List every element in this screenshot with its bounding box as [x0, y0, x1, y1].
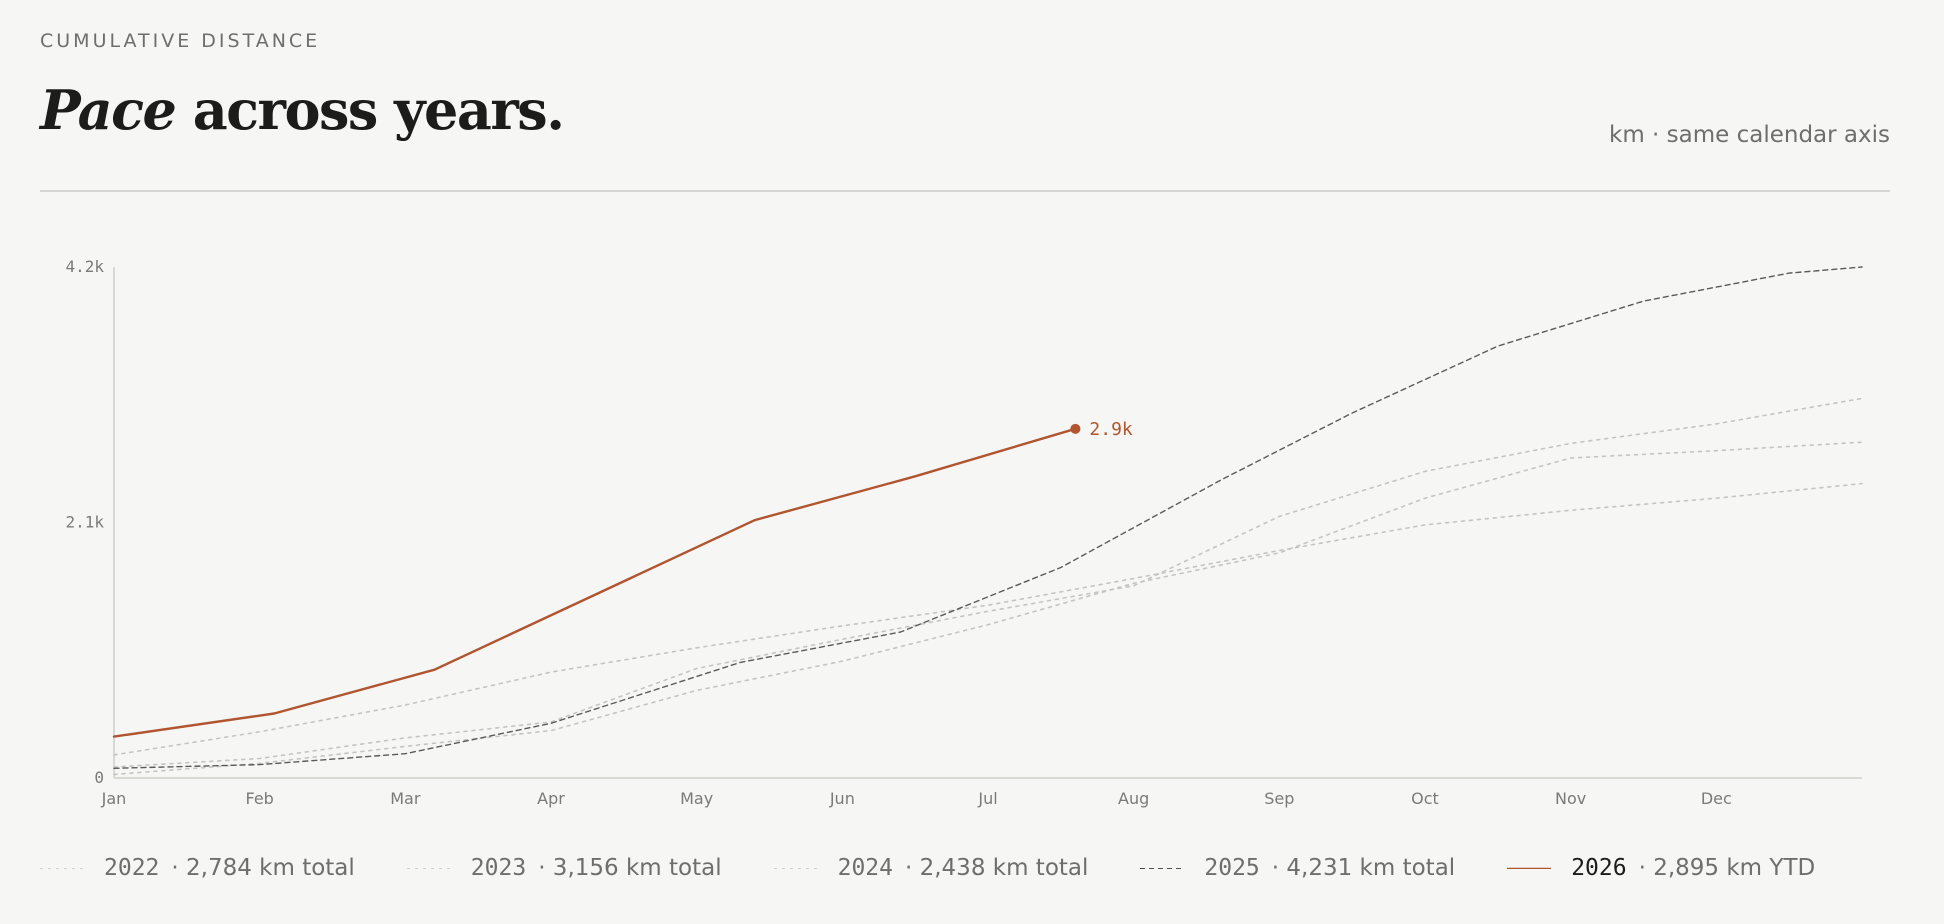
title-italic-word: Pace	[40, 78, 177, 142]
legend-item-2026: 2026 · 2,895 km YTD	[1507, 855, 1815, 881]
x-tick-label: May	[680, 789, 713, 808]
legend-swatch	[406, 868, 451, 869]
series-line-2023	[113, 397, 1863, 768]
chart-eyebrow: CUMULATIVE DISTANCE	[40, 30, 321, 52]
x-tick-label: Apr	[537, 789, 565, 808]
x-tick-label: Oct	[1411, 789, 1439, 808]
legend-item-2023: 2023 · 3,156 km total	[406, 855, 722, 881]
legend-swatch	[773, 868, 818, 869]
legend-year: 2022	[104, 855, 160, 881]
x-tick-label: Aug	[1118, 789, 1149, 808]
series-end-label: 2.9k	[1089, 419, 1133, 440]
y-tick-label: 2.1k	[65, 513, 104, 532]
y-tick-label: 4.2k	[65, 257, 104, 276]
legend-year: 2026	[1571, 855, 1627, 881]
x-tick-label: Dec	[1701, 789, 1732, 808]
legend-year: 2025	[1204, 855, 1260, 881]
legend-total: · 2,895 km YTD	[1638, 855, 1816, 881]
x-tick-label: Jan	[101, 789, 127, 808]
legend-swatch	[1507, 867, 1552, 869]
legend-item-2022: 2022 · 2,784 km total	[40, 855, 355, 881]
x-tick-label: Jul	[977, 789, 997, 808]
series-line-2025	[113, 266, 1863, 769]
header-divider	[40, 190, 1890, 192]
legend-item-2024: 2024 · 2,438 km total	[773, 855, 1089, 881]
chart-legend: 2022 · 2,784 km total 2023 · 3,156 km total…	[40, 850, 1867, 886]
page-title: Pace across years.	[40, 78, 565, 142]
series-line-2022	[113, 482, 1863, 756]
series-line-2024	[113, 441, 1863, 776]
chart-label-layer: 2.9k	[1070, 419, 1133, 440]
legend-swatch	[40, 868, 84, 869]
x-tick-label: Feb	[246, 789, 274, 808]
legend-total: · 2,438 km total	[904, 855, 1089, 881]
cumulative-distance-chart: 0 2.1k 4.2k Jan Feb Mar Apr May Jun Jul Aug Sep Oct N…	[65, 257, 1863, 808]
series-end-point	[1070, 423, 1081, 434]
legend-total: · 2,784 km total	[171, 855, 355, 881]
x-tick-label: Mar	[390, 789, 421, 808]
legend-year: 2023	[470, 855, 527, 881]
legend-year: 2024	[837, 855, 893, 881]
legend-swatch	[1140, 868, 1185, 869]
title-rest: across years.	[175, 78, 565, 142]
chart-axes: 0 2.1k 4.2k Jan Feb Mar Apr May Jun Jul Aug Sep Oct N…	[65, 257, 1862, 808]
series-line-2026	[112, 427, 1077, 738]
x-tick-label: Nov	[1555, 789, 1586, 808]
x-tick-label: Sep	[1264, 789, 1294, 808]
y-tick-label: 0	[94, 768, 104, 787]
x-tick-label: Jun	[829, 789, 855, 808]
chart-series-layer	[112, 266, 1863, 776]
legend-total: · 3,156 km total	[538, 855, 722, 881]
legend-item-2025: 2025 · 4,231 km total	[1140, 855, 1455, 881]
chart-unit-note: km · same calendar axis	[1609, 122, 1890, 148]
legend-total: · 4,231 km total	[1271, 855, 1456, 881]
